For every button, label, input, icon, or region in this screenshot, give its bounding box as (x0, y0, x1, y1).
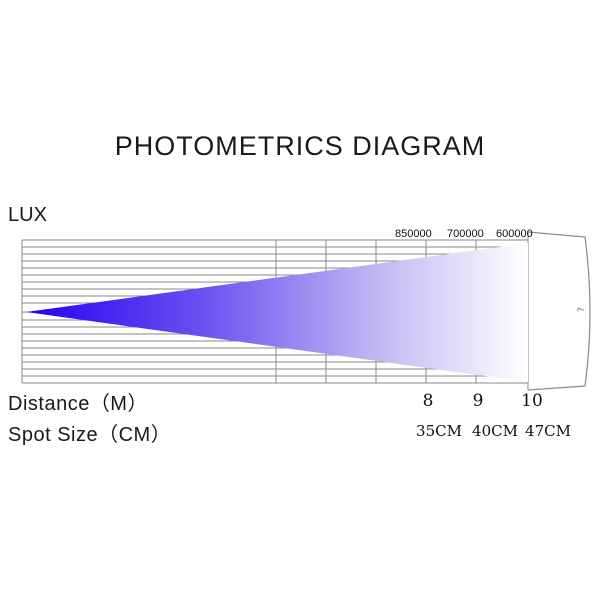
lux-values: 850000 700000 600000 (395, 228, 533, 240)
distance-values: 8 9 10 (423, 391, 543, 411)
lux-axis-label: LUX (8, 204, 47, 226)
distance-value: 9 (473, 391, 484, 411)
lux-value: 850000 (395, 228, 432, 240)
diagram-title: PHOTOMETRICS DIAGRAM (114, 131, 486, 161)
spot-size-value: 35CM (416, 422, 462, 440)
spot-size-values: 35CM 40CM 47CM (416, 422, 571, 440)
distance-row-label: Distance（M） (8, 393, 148, 415)
end-cap-mark: ? (577, 307, 587, 312)
spot-size-value: 40CM (472, 422, 518, 440)
lux-value: 700000 (447, 228, 484, 240)
distance-value: 10 (521, 391, 543, 411)
spot-size-value: 47CM (525, 422, 571, 440)
lux-value: 600000 (496, 228, 533, 240)
distance-value: 8 (423, 391, 434, 411)
spot-size-row-label: Spot Size（CM） (8, 424, 172, 446)
light-beam-cone (26, 243, 528, 382)
beam-end-cap (527, 231, 591, 391)
